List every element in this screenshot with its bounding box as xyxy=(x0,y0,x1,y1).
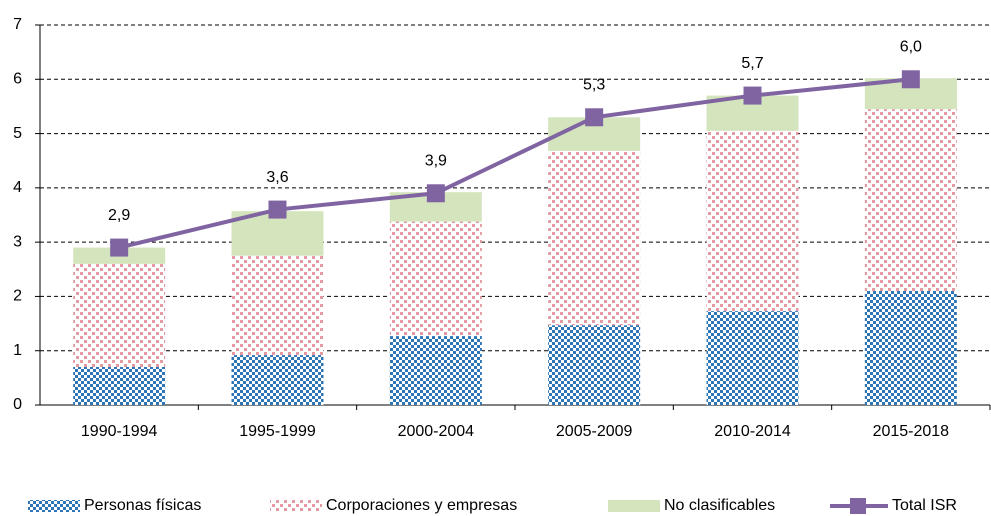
data-label: 5,7 xyxy=(741,55,763,72)
x-tick-label: 2010-2014 xyxy=(714,423,791,440)
legend-marker xyxy=(850,498,866,514)
y-tick-label: 2 xyxy=(13,288,22,305)
bar-segment xyxy=(548,325,641,405)
legend-label: Total ISR xyxy=(892,497,957,514)
legend-swatch xyxy=(608,500,660,512)
legend-swatch xyxy=(28,500,80,512)
bar-segment xyxy=(706,311,799,405)
bar-segment xyxy=(706,130,799,312)
bar-segment xyxy=(548,150,641,326)
legend-label: Personas físicas xyxy=(84,497,201,514)
x-tick-label: 2005-2009 xyxy=(556,423,633,440)
bar-segment xyxy=(864,109,957,292)
data-label: 2,9 xyxy=(108,207,130,224)
legend-label: Corporaciones y empresas xyxy=(326,497,517,514)
y-tick-label: 5 xyxy=(13,125,22,142)
bar-segment xyxy=(231,355,324,405)
bar-segment xyxy=(389,336,482,405)
bar-segment xyxy=(231,255,324,356)
y-tick-label: 7 xyxy=(13,16,22,33)
line-marker xyxy=(901,70,920,89)
data-label: 3,9 xyxy=(425,153,447,170)
legend-label: No clasificables xyxy=(664,497,775,514)
line-marker xyxy=(268,200,287,219)
x-tick-label: 1995-1999 xyxy=(239,423,316,440)
bar-segment xyxy=(73,367,166,405)
data-label: 6,0 xyxy=(900,39,922,56)
legend-swatch xyxy=(270,500,322,512)
line xyxy=(118,77,912,250)
y-tick-label: 0 xyxy=(13,396,22,413)
line-marker xyxy=(585,108,604,127)
y-tick-label: 4 xyxy=(13,179,22,196)
x-tick-label: 2000-2004 xyxy=(398,423,475,440)
data-label: 5,3 xyxy=(583,77,605,94)
line-marker xyxy=(743,86,762,105)
line-marker xyxy=(426,184,445,203)
data-label: 3,6 xyxy=(266,169,288,186)
x-tick-label: 2015-2018 xyxy=(873,423,950,440)
y-tick-label: 1 xyxy=(13,342,22,359)
bar-segment xyxy=(389,221,482,337)
x-tick-label: 1990-1994 xyxy=(81,423,158,440)
y-tick-label: 6 xyxy=(13,71,22,88)
y-tick-label: 3 xyxy=(13,233,22,250)
bar-segment xyxy=(864,291,957,405)
bar-segment xyxy=(73,263,166,367)
line-marker xyxy=(110,238,129,257)
